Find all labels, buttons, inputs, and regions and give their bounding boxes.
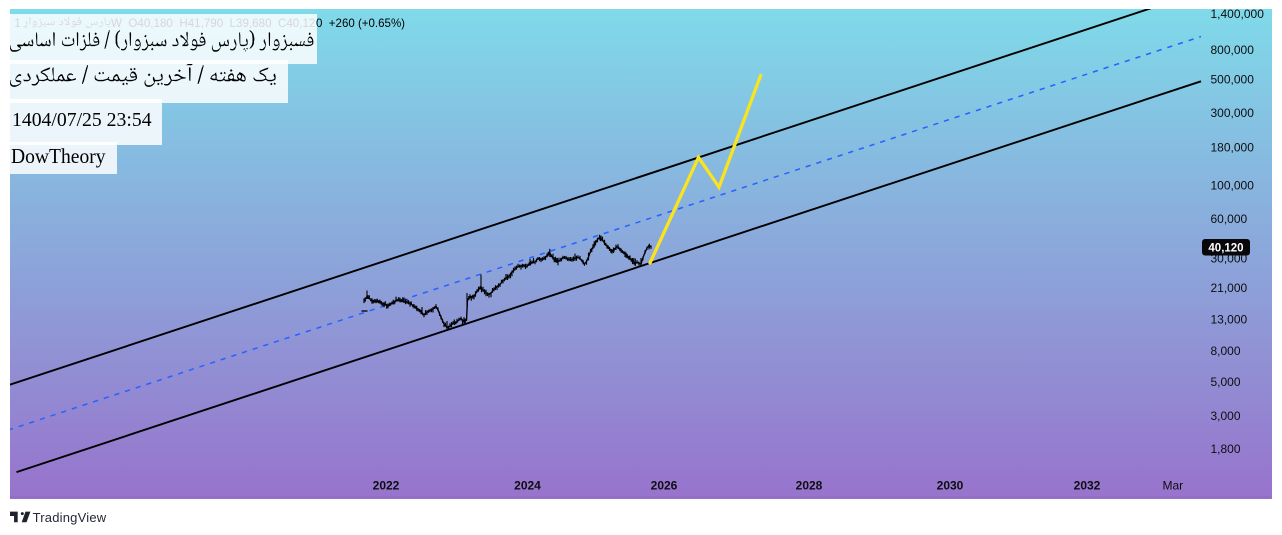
svg-text:180,000: 180,000	[1211, 141, 1255, 155]
svg-text:500,000: 500,000	[1211, 73, 1255, 87]
svg-text:13,000: 13,000	[1211, 313, 1248, 327]
svg-text:1,400,000: 1,400,000	[1211, 9, 1265, 21]
svg-text:1,800: 1,800	[1211, 442, 1241, 456]
svg-text:2032: 2032	[1074, 478, 1101, 492]
svg-text:100,000: 100,000	[1211, 179, 1255, 193]
svg-text:Mar: Mar	[1162, 478, 1183, 492]
svg-text:300,000: 300,000	[1211, 106, 1255, 120]
svg-text:3,000: 3,000	[1211, 409, 1241, 423]
svg-text:2028: 2028	[796, 478, 823, 492]
svg-text:2024: 2024	[514, 478, 541, 492]
svg-text:60,000: 60,000	[1211, 212, 1248, 226]
svg-text:800,000: 800,000	[1211, 43, 1255, 57]
svg-text:21,000: 21,000	[1211, 281, 1248, 295]
svg-text:8,000: 8,000	[1211, 344, 1241, 358]
svg-text:5,000: 5,000	[1211, 375, 1241, 389]
svg-text:2030: 2030	[937, 478, 964, 492]
svg-text:2026: 2026	[651, 478, 678, 492]
svg-text:40,120: 40,120	[1208, 243, 1243, 255]
svg-text:2022: 2022	[373, 478, 400, 492]
